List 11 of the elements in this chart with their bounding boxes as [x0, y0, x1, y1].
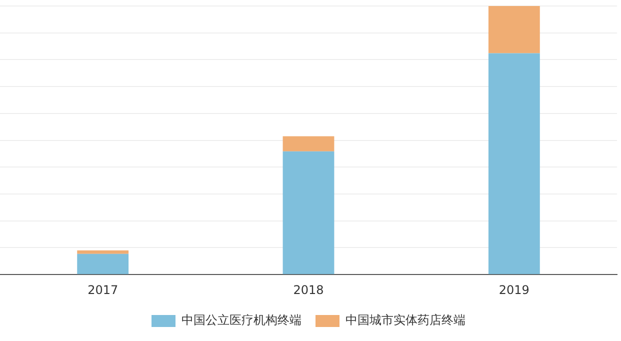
x-tick-label: 2019: [498, 282, 530, 297]
bar: [282, 151, 334, 274]
bar: [282, 136, 334, 152]
legend-label: 中国公立医疗机构终端: [182, 313, 302, 328]
legend-label: 中国城市实体药店终端: [346, 313, 466, 328]
bar: [77, 254, 129, 274]
bar: [488, 53, 540, 274]
bar: [488, 6, 540, 54]
x-tick-label: 2017: [88, 282, 118, 297]
bar: [77, 250, 129, 254]
x-tick-label: 2018: [293, 282, 324, 297]
